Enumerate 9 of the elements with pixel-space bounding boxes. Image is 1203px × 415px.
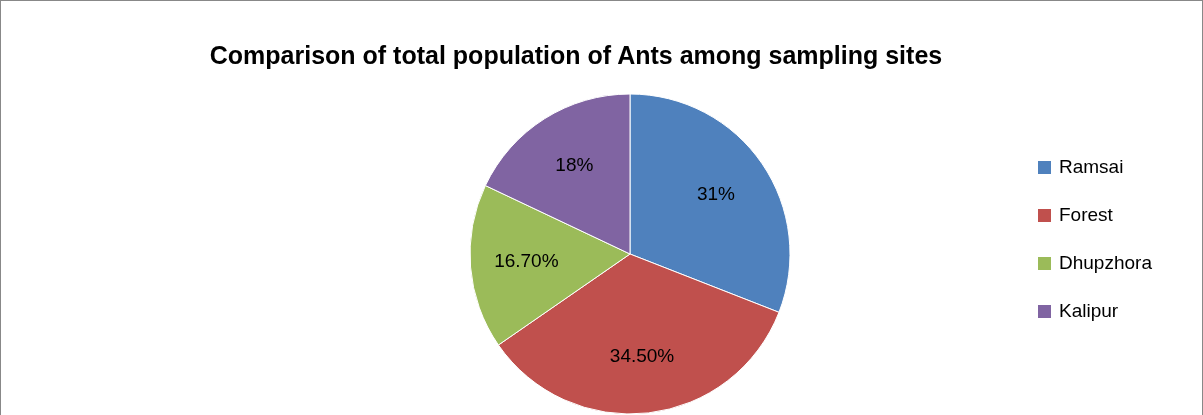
data-label: 18% — [555, 154, 594, 176]
data-label: 31% — [696, 183, 736, 205]
legend-label: Forest — [1059, 204, 1114, 226]
data-label: 16.70% — [494, 250, 559, 272]
legend-label: Ramsai — [1059, 156, 1124, 178]
legend-label: Dhupzhora — [1059, 252, 1153, 274]
legend-label: Kalipur — [1059, 300, 1119, 322]
data-label: 34.50% — [609, 345, 675, 367]
chart-title: Comparison of total population of Ants among sampling sites — [209, 41, 943, 69]
